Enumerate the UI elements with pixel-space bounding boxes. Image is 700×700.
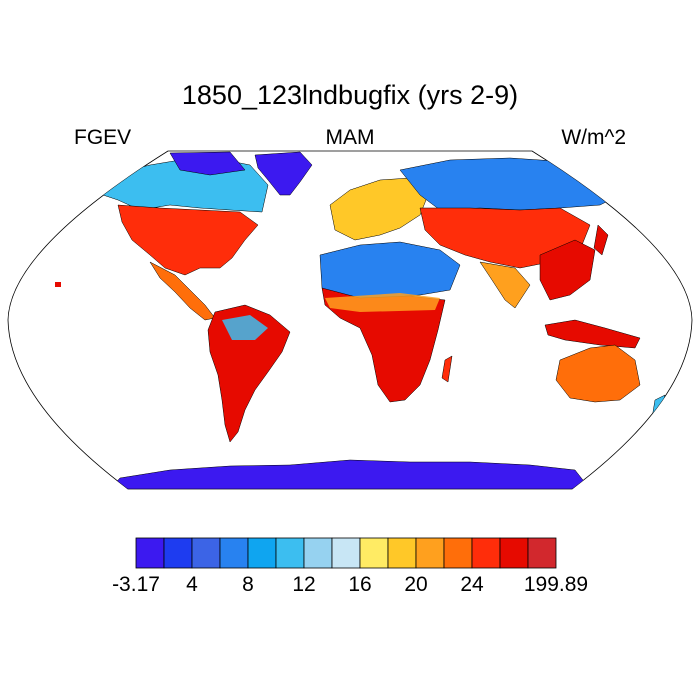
colorbar-swatch bbox=[415, 537, 445, 569]
colorbar-tick-label: 8 bbox=[242, 573, 254, 596]
colorbar-swatch bbox=[163, 537, 193, 569]
region-amazon-basin bbox=[222, 315, 268, 340]
colorbar-swatch bbox=[219, 537, 249, 569]
colorbar-swatch bbox=[135, 537, 165, 569]
colorbar-swatch bbox=[331, 537, 361, 569]
colorbar-swatch bbox=[247, 537, 277, 569]
region-australia bbox=[555, 344, 641, 403]
colorbar-swatch bbox=[527, 537, 557, 569]
plot-title: 1850_123lndbugfix (yrs 2-9) bbox=[181, 80, 519, 110]
region-arctic-islands bbox=[169, 151, 246, 176]
region-madagascar bbox=[441, 355, 453, 383]
region-south-america bbox=[207, 304, 291, 443]
region-sahel bbox=[325, 293, 440, 312]
colorbar-tick-label: 24 bbox=[460, 573, 484, 596]
region-europe bbox=[329, 177, 431, 241]
colorbar-tick-label: 12 bbox=[292, 573, 316, 596]
colorbar-swatch bbox=[303, 537, 333, 569]
colorbar-swatch bbox=[499, 537, 529, 569]
region-central-america bbox=[149, 261, 216, 321]
region-east-asia bbox=[539, 239, 596, 301]
colorbar-swatch bbox=[359, 537, 389, 569]
colorbar-tick-label: 16 bbox=[348, 573, 372, 596]
colorbar-tick-label: 199.89 bbox=[523, 573, 589, 596]
units-label: W/m^2 bbox=[561, 126, 626, 149]
season-label: MAM bbox=[325, 126, 375, 149]
region-north-america bbox=[117, 204, 259, 276]
region-south-asia bbox=[479, 261, 531, 309]
region-hawaii bbox=[55, 282, 61, 287]
variable-label: FGEV bbox=[74, 126, 132, 149]
colorbar-swatch bbox=[191, 537, 221, 569]
colorbar-tick-label: 20 bbox=[404, 573, 428, 596]
colorbar-swatch bbox=[275, 537, 305, 569]
colorbar-swatch bbox=[471, 537, 501, 569]
colorbar-swatch bbox=[443, 537, 473, 569]
region-greenland bbox=[254, 151, 313, 196]
colorbar-tick-label: -3.17 bbox=[112, 573, 160, 596]
colorbar-tick-label: 4 bbox=[186, 573, 198, 596]
colorbar-swatch bbox=[387, 537, 417, 569]
region-indonesia bbox=[544, 319, 641, 349]
region-japan bbox=[593, 224, 609, 256]
region-antarctica bbox=[109, 459, 591, 489]
